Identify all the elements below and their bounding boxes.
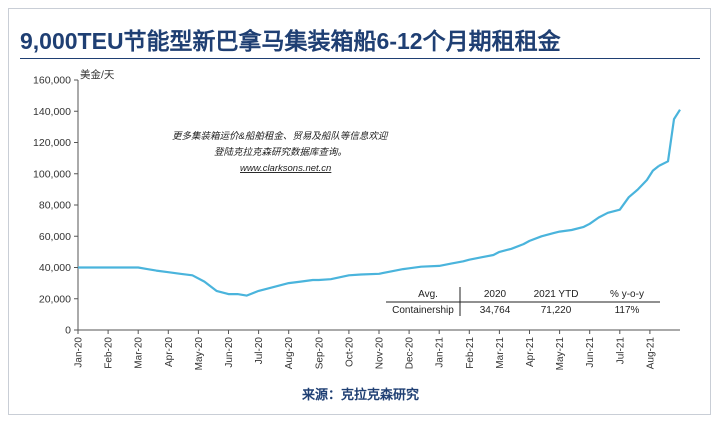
page-title: 9,000TEU节能型新巴拿马集装箱船6-12个月期租租金 (20, 28, 561, 54)
annotation-line-2: 登陆克拉克森研究数据库查询。 (214, 146, 347, 158)
x-tick-label: Jul-21 (615, 337, 626, 365)
x-tick-label: Dec-20 (405, 337, 416, 370)
x-tick-label: Mar-21 (495, 337, 506, 369)
y-tick-label: 20,000 (39, 293, 71, 305)
y-axis-ticks: 0 20,000 40,000 60,000 80,000 100,000 120,000 1… (33, 75, 78, 337)
x-tick-label: Oct-20 (344, 337, 355, 367)
x-tick-label: May-21 (555, 337, 566, 371)
x-tick-label: Apr-21 (525, 337, 536, 367)
y-tick-label: 120,000 (33, 137, 71, 149)
table-cell-2021-ytd: 71,220 (541, 305, 572, 316)
y-tick-label: 100,000 (33, 168, 71, 180)
series-line (78, 165, 660, 297)
y-tick-label: 140,000 (33, 106, 71, 118)
x-tick-label: Feb-20 (104, 337, 115, 369)
x-tick-label: Feb-21 (465, 337, 476, 369)
table-cell-yoy: 117% (615, 305, 640, 316)
y-tick-label: 40,000 (39, 262, 71, 274)
x-tick-label: Aug-20 (284, 337, 295, 370)
table-header-2020: 2020 (484, 289, 507, 300)
x-tick-label: Nov-20 (375, 337, 386, 370)
x-tick-label: Sep-20 (314, 337, 325, 370)
table-header-2021-ytd: 2021 YTD (534, 289, 579, 300)
x-tick-label: Jun-20 (224, 337, 235, 368)
x-tick-label: Aug-21 (645, 337, 656, 370)
y-tick-label: 0 (65, 325, 71, 337)
x-tick-label: Jul-20 (254, 337, 265, 365)
table-cell-2020: 34,764 (480, 305, 511, 316)
source-note: 来源：克拉克森研究 (302, 387, 420, 402)
table-header-avg: Avg. (418, 289, 438, 300)
annotation-url[interactable]: www.clarksons.net.cn (240, 163, 331, 174)
x-tick-label: Jan-20 (74, 337, 85, 368)
table-header-yoy: % y-o-y (610, 289, 644, 300)
y-axis-label: 美金/天 (80, 68, 115, 81)
annotation-line-1: 更多集装箱运价&船舶租金、贸易及船队等信息欢迎 (172, 130, 389, 142)
series-line-end (658, 109, 681, 167)
x-tick-label: Apr-20 (164, 337, 175, 367)
y-tick-label: 160,000 (33, 75, 71, 87)
y-tick-label: 80,000 (39, 200, 71, 212)
table-row-label: Containership (392, 305, 454, 316)
x-tick-label: Mar-20 (134, 337, 145, 369)
chart-frame (8, 8, 711, 415)
x-tick-label: May-20 (194, 337, 205, 371)
x-axis-ticks: Jan-20 Feb-20 Mar-20 Apr-20 May-20 Jun-20 Jul-… (74, 330, 656, 371)
title-divider (20, 58, 700, 59)
x-tick-label: Jun-21 (585, 337, 596, 368)
summary-table: Avg. 2020 2021 YTD % y-o-y Containership… (386, 287, 660, 316)
y-tick-label: 60,000 (39, 231, 71, 243)
x-tick-label: Jan-21 (435, 337, 446, 368)
